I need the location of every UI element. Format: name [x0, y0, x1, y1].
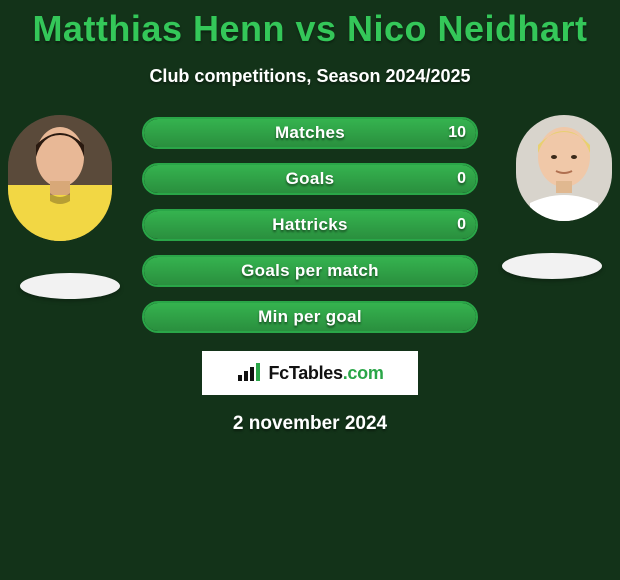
bar-goals-per-match: Goals per match [142, 255, 478, 287]
snapshot-date: 2 november 2024 [0, 413, 620, 435]
bar-label: Min per goal [144, 303, 476, 331]
stat-pill-right [502, 253, 602, 279]
bar-label: Hattricks [144, 211, 476, 239]
bar-min-per-goal: Min per goal [142, 301, 478, 333]
stat-bars: Matches 10 Goals 0 Hattricks 0 Goals per… [142, 115, 478, 333]
bar-label: Goals [144, 165, 476, 193]
player-right-photo-icon [516, 115, 612, 221]
bar-goals: Goals 0 [142, 163, 478, 195]
avatar-left [8, 115, 112, 241]
bar-label: Matches [144, 119, 476, 147]
bar-hattricks: Hattricks 0 [142, 209, 478, 241]
watermark-logo: FcTables.com [202, 351, 418, 395]
bar-value: 0 [457, 165, 466, 193]
stat-pill-left [20, 273, 120, 299]
logo-text-right: .com [343, 363, 384, 383]
avatar-right [516, 115, 612, 221]
player-left-photo-icon [8, 115, 112, 241]
page-title: Matthias Henn vs Nico Neidhart [0, 0, 620, 50]
subtitle: Club competitions, Season 2024/2025 [0, 66, 620, 87]
logo-text: FcTables.com [268, 363, 383, 384]
bar-value: 10 [448, 119, 466, 147]
bar-label: Goals per match [144, 257, 476, 285]
comparison-panel: Matches 10 Goals 0 Hattricks 0 Goals per… [0, 115, 620, 435]
bars-icon [236, 363, 264, 383]
bar-value: 0 [457, 211, 466, 239]
bar-matches: Matches 10 [142, 117, 478, 149]
logo-text-left: FcTables [268, 363, 342, 383]
